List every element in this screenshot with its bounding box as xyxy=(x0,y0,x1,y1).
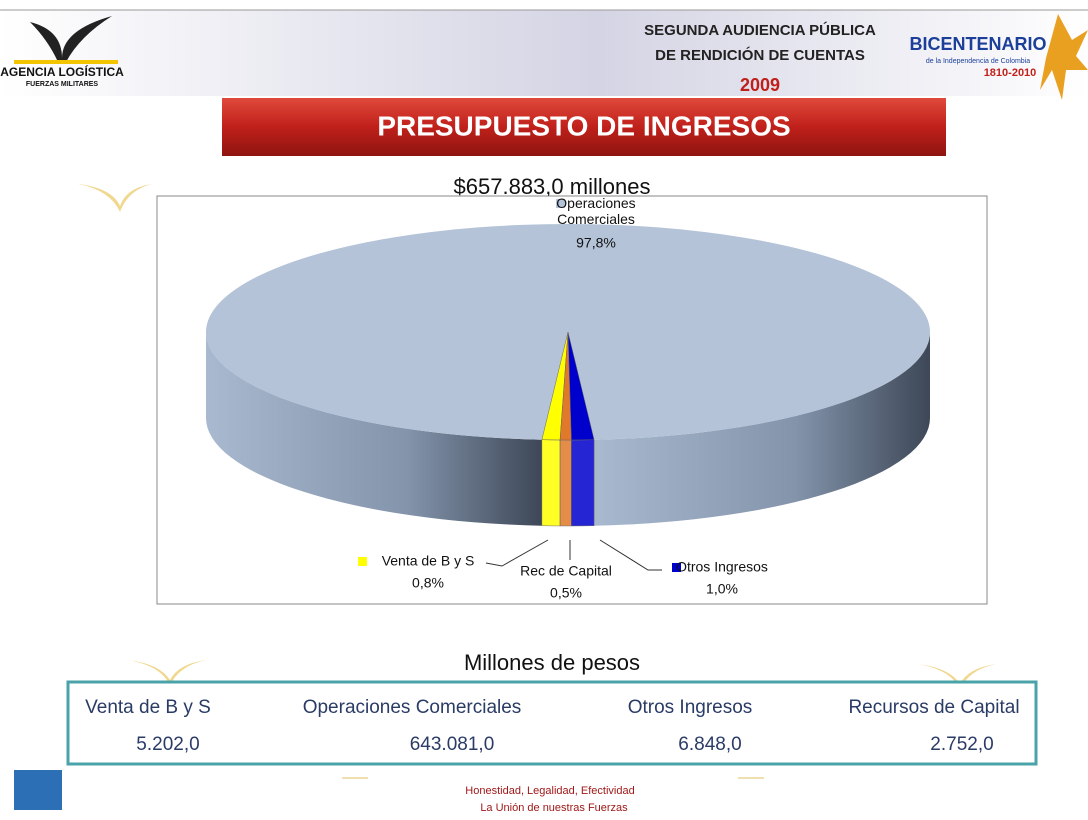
category-label: Rec de Capital xyxy=(520,563,612,579)
slice-side xyxy=(559,439,572,527)
header-band xyxy=(0,10,1088,96)
legend-swatch xyxy=(556,199,565,208)
slice-top xyxy=(567,331,595,441)
bicentenario-sub: de la Independencia de Colombia xyxy=(926,58,1030,65)
table-header: Recursos de Capital xyxy=(848,697,1019,718)
slice xyxy=(567,331,595,527)
leader-line xyxy=(599,539,662,571)
bicentenario: BICENTENARIO xyxy=(909,34,1046,54)
table-title: Millones de pesos xyxy=(464,650,640,675)
logo-flag xyxy=(14,60,118,64)
footer-logo xyxy=(14,770,62,810)
table-header: Operaciones Comerciales xyxy=(303,697,522,718)
event-title: SEGUNDA AUDIENCIA PÚBLICA xyxy=(644,21,876,39)
footer-motto: Honestidad, Legalidad, Efectividad xyxy=(465,785,634,797)
org-sub: FUERZAS MILITARES xyxy=(26,81,99,88)
org-name: AGENCIA LOGÍSTICA xyxy=(0,64,124,79)
category-label: Otros Ingresos xyxy=(676,559,768,575)
slice-side xyxy=(206,332,542,526)
slice-side xyxy=(541,439,561,527)
bicentenario-emblem xyxy=(1040,14,1088,100)
logo-wings xyxy=(30,16,112,62)
table: Venta de B y S Operaciones Comerciales Otr… xyxy=(85,697,1019,755)
value-label: 1,0% xyxy=(706,581,738,597)
category-label: Venta de B y S xyxy=(382,553,475,569)
table-cell: 2.752,0 xyxy=(930,734,993,755)
value-label: 97,8% xyxy=(576,235,616,251)
event-title: DE RENDICIÓN DE CUENTAS xyxy=(655,46,865,64)
banner xyxy=(222,98,946,156)
chart-title: $657.883,0 millones xyxy=(454,174,651,199)
table-header: Otros Ingresos xyxy=(628,697,753,718)
footer-motto: La Unión de nuestras Fuerzas xyxy=(480,802,628,814)
table-frame xyxy=(66,680,1038,766)
label-line: Comerciales xyxy=(557,211,635,227)
slice xyxy=(206,223,930,526)
legend-swatch xyxy=(672,563,681,572)
ornament xyxy=(918,664,996,690)
event-year: 2009 xyxy=(740,75,780,95)
slice-side xyxy=(571,439,595,527)
pie: Operaciones Comerciales 97,8% Venta de B y … xyxy=(206,195,930,601)
value-label: 0,5% xyxy=(550,585,582,601)
category-label: Operaciones Comerciales xyxy=(556,195,635,227)
legend-swatch xyxy=(358,557,367,566)
leader-line xyxy=(485,539,549,567)
banner-text: PRESUPUESTO DE INGRESOS xyxy=(377,110,790,141)
ornament xyxy=(128,660,206,686)
bicentenario-years: 1810-2010 xyxy=(984,67,1037,79)
value-label: 0,8% xyxy=(412,575,444,591)
table-cell: 5.202,0 xyxy=(136,734,199,755)
ornament xyxy=(78,184,152,212)
table-cell: 6.848,0 xyxy=(678,734,741,755)
label-line: Operaciones xyxy=(556,195,635,211)
table-header: Venta de B y S xyxy=(85,697,211,718)
table-cell: 643.081,0 xyxy=(410,734,495,755)
slice-top xyxy=(206,223,930,440)
slice xyxy=(559,331,572,527)
slice-side xyxy=(594,332,930,526)
